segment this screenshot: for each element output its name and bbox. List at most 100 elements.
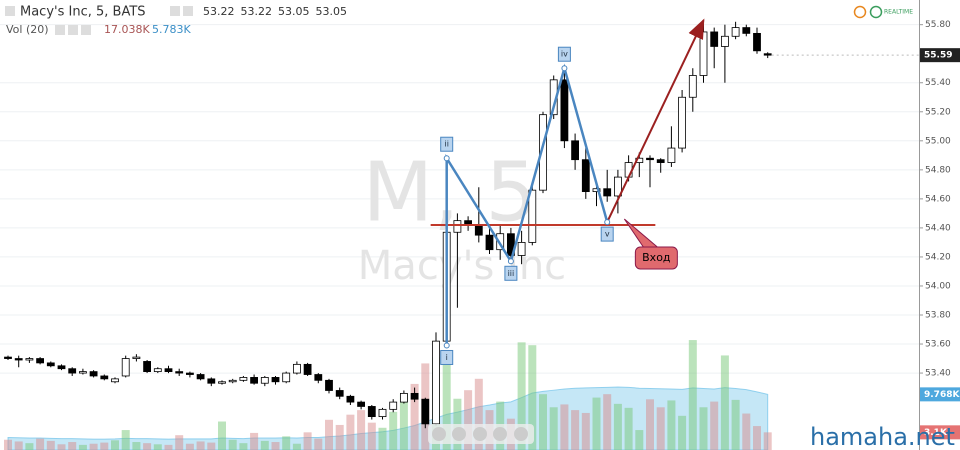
legend-value: 53.22: [203, 5, 235, 18]
volume-bar: [132, 442, 141, 450]
volume-bar: [303, 432, 312, 450]
y-tick-label: 54.20: [925, 252, 951, 262]
site-watermark: hamaha.net: [810, 423, 955, 450]
volume-bar: [367, 422, 376, 450]
realtime-label: REALTIME: [884, 9, 913, 16]
candle-body: [581, 159, 590, 193]
volume-bar: [57, 444, 66, 450]
candle-body: [4, 356, 12, 359]
volume-bar: [175, 435, 184, 450]
y-tick-label: 54.60: [925, 194, 951, 204]
volume-bar: [646, 399, 654, 450]
candle-body: [185, 372, 194, 375]
settings-icon[interactable]: [170, 6, 180, 16]
volume-bar: [410, 383, 419, 450]
volume-bar: [667, 400, 676, 450]
y-tick-label: 55.40: [925, 78, 951, 88]
y-tick-label: 54.00: [925, 281, 951, 291]
volume-title: Vol (20): [6, 23, 49, 36]
entry-box: [634, 246, 678, 270]
volume-bar: [121, 430, 130, 450]
volume-bar: [603, 394, 612, 450]
volume-bar: [613, 403, 622, 450]
y-tick-label: 55.20: [925, 107, 951, 117]
wave-label-box: [440, 349, 454, 365]
volume-bar: [239, 443, 248, 450]
candle-body: [46, 362, 55, 367]
candle-body: [153, 368, 162, 373]
candle-body: [132, 356, 141, 359]
volume-bar: [753, 426, 761, 450]
symbol-icon[interactable]: [5, 6, 15, 16]
volume-bar: [592, 397, 601, 450]
candle-body: [314, 374, 323, 381]
candle-body: [14, 358, 23, 361]
candle-body: [325, 379, 333, 391]
volume-bar: [720, 355, 729, 450]
volume-bar: [688, 340, 697, 450]
volume-bar: [763, 432, 772, 450]
candle-body: [239, 377, 248, 381]
volume-bar: [111, 440, 119, 450]
candle-body: [68, 368, 77, 374]
candle-body: [250, 377, 259, 384]
candle-body: [517, 242, 526, 256]
realtime-icon[interactable]: [869, 5, 883, 19]
chart-title: Macy's Inc, 5, BATS: [20, 5, 146, 20]
vol-icon[interactable]: [81, 25, 91, 35]
last-price-label: 55.59: [924, 51, 952, 61]
volume-bar: [742, 413, 751, 450]
wave-point: [443, 342, 450, 349]
target-arrow: [606, 18, 705, 223]
candle-body: [111, 378, 119, 383]
volume-bar: [228, 439, 237, 450]
volume-bar: [549, 407, 558, 450]
legend-value: 53.05: [278, 5, 310, 18]
wave-label-box: [557, 46, 571, 62]
volume-bar: [260, 440, 269, 450]
wave-label-box: [504, 265, 518, 281]
candle-body: [89, 371, 98, 377]
volume-bar: [14, 441, 23, 450]
candle-body: [603, 188, 612, 197]
volume-last-label-box: [920, 425, 960, 440]
volume-bar: [78, 444, 87, 450]
wave-label-box: [440, 136, 454, 152]
vol-icon[interactable]: [55, 25, 65, 35]
close-icon[interactable]: [183, 6, 193, 16]
candle-body: [121, 358, 130, 377]
candle-body: [667, 147, 676, 163]
candle-body: [357, 401, 366, 407]
candle-body: [560, 79, 569, 142]
candle-body: [79, 371, 87, 374]
pending-icon[interactable]: [853, 5, 867, 19]
candle-body: [207, 378, 216, 384]
volume-bar: [571, 410, 580, 450]
candle-body: [218, 381, 226, 384]
zoom-in[interactable]: [493, 427, 507, 441]
legend-value: 53.22: [241, 5, 273, 18]
reset[interactable]: [473, 427, 487, 441]
volume-legend: 17.038K: [104, 23, 150, 36]
volume-bar: [635, 430, 644, 450]
candle-body: [496, 233, 505, 251]
legend-value: 53.05: [316, 5, 348, 18]
zoom-out[interactable]: [452, 427, 466, 441]
scroll-right[interactable]: [514, 427, 528, 441]
vol-icon[interactable]: [68, 25, 78, 35]
candle-body: [196, 374, 205, 380]
candle-body: [474, 224, 483, 236]
entry-label: Вход: [642, 251, 671, 264]
scroll-left[interactable]: [432, 427, 446, 441]
candle-body: [282, 372, 291, 383]
candle-body: [421, 398, 430, 425]
candle-body: [303, 363, 312, 375]
wave-label: iii: [508, 269, 515, 278]
volume-bar: [335, 424, 344, 450]
wave-label: i: [446, 353, 448, 362]
candle-body: [57, 365, 66, 370]
volume-bar: [624, 407, 633, 450]
volume-bar: [207, 442, 216, 450]
